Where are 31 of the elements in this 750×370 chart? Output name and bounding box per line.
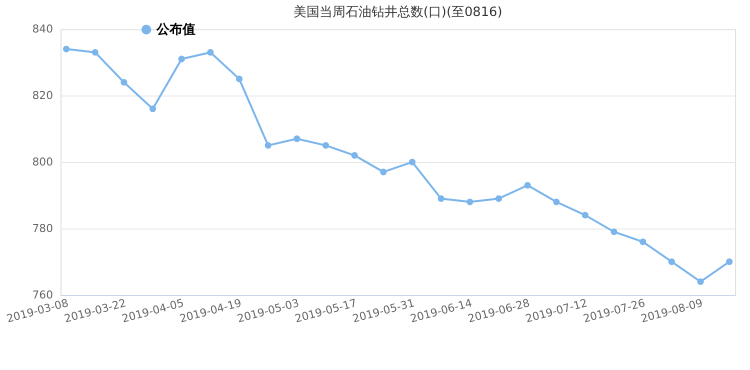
- y-tick-label: 840: [32, 22, 54, 36]
- point: [524, 182, 531, 189]
- point: [236, 76, 243, 82]
- chart-title: 美国当周石油钻井总数(口)(至0816): [293, 4, 502, 20]
- point: [466, 198, 474, 206]
- point: [351, 152, 358, 159]
- y-tick-label: 760: [32, 288, 54, 302]
- point: [178, 56, 185, 62]
- y-tick-label: 800: [32, 156, 54, 168]
- point: [438, 195, 444, 202]
- point: [553, 198, 560, 206]
- point: [408, 158, 416, 166]
- point: [92, 49, 98, 56]
- y-tick-label: 780: [32, 222, 54, 235]
- point: [582, 212, 589, 219]
- point: [294, 135, 300, 142]
- point: [264, 142, 272, 149]
- point: [610, 228, 618, 236]
- point: [149, 106, 156, 112]
- point: [207, 49, 214, 56]
- y-tick-label: 820: [32, 89, 54, 102]
- point: [640, 238, 646, 246]
- point: [668, 258, 676, 266]
- point: [726, 258, 733, 266]
- point: [697, 278, 704, 285]
- point: [495, 195, 502, 202]
- point: [120, 78, 128, 86]
- point: [322, 142, 330, 149]
- point: [380, 168, 387, 176]
- legend-label: 公布值: [156, 22, 196, 38]
- point: [62, 46, 70, 52]
